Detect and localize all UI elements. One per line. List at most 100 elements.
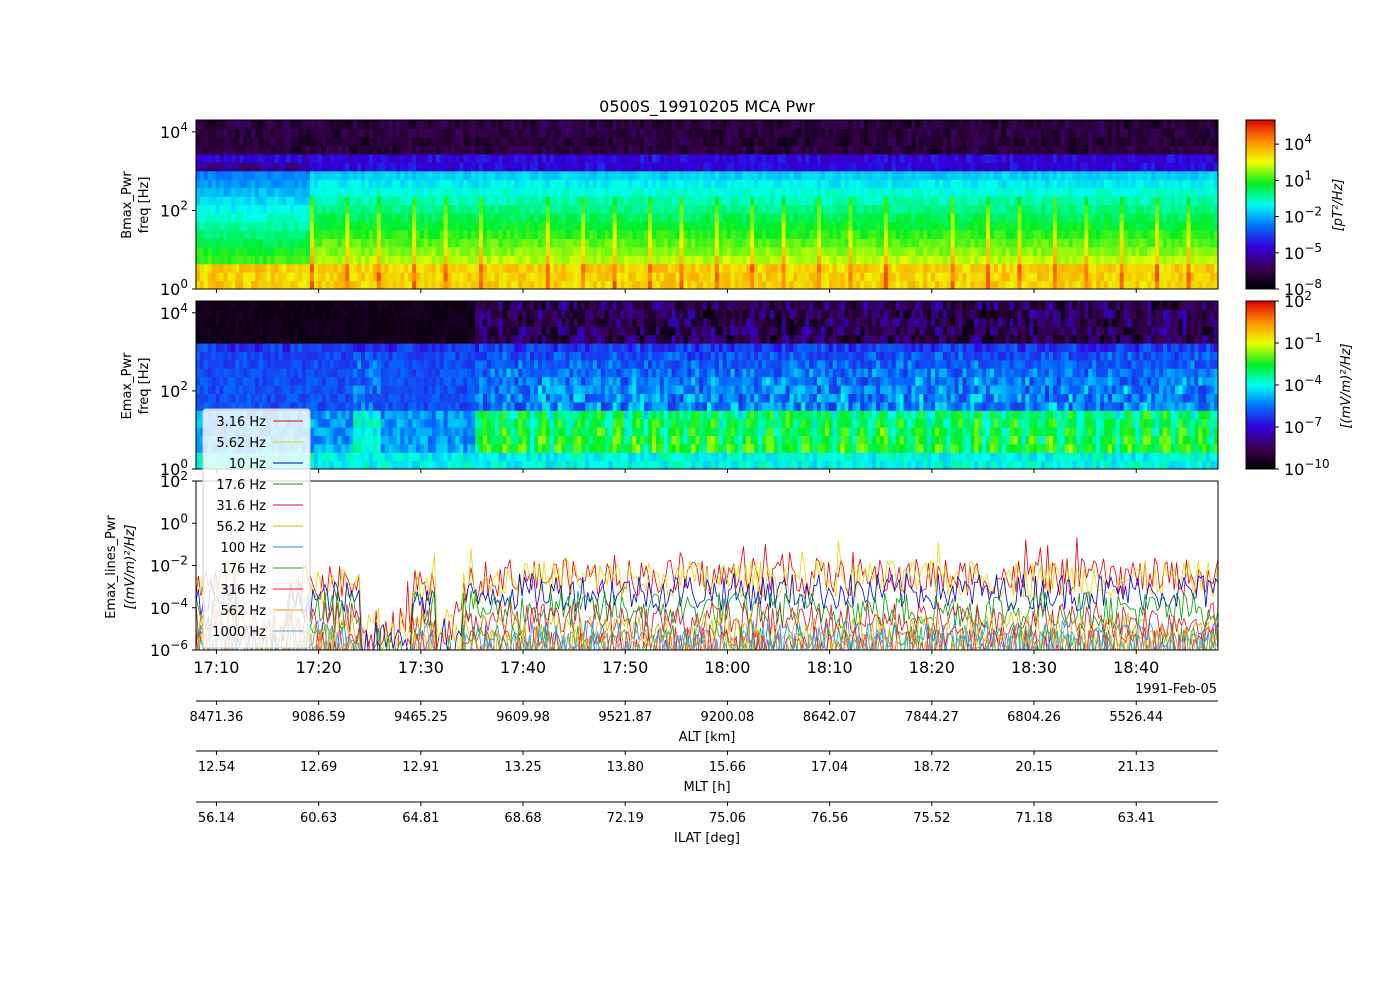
spectrogram-cell xyxy=(254,255,260,265)
spectrogram-cell xyxy=(514,179,519,189)
spectrogram-cell xyxy=(993,246,999,256)
spectrogram-cell xyxy=(443,196,449,206)
spectrogram-cell xyxy=(1060,187,1066,197)
spectrogram-cell xyxy=(978,128,983,138)
spectrogram-cell xyxy=(353,229,358,239)
spectrogram-cell xyxy=(722,179,728,189)
spectrogram-cell xyxy=(1068,221,1074,231)
spectrogram-cell xyxy=(1088,153,1093,163)
spectrogram-cell xyxy=(797,246,802,256)
spectrogram-cell xyxy=(872,153,877,163)
spectrogram-cell xyxy=(974,246,979,256)
spectrogram-cell xyxy=(982,229,987,239)
spectrogram-cell xyxy=(459,255,464,265)
spectrogram-cell xyxy=(852,128,857,138)
spectrogram-cell xyxy=(298,196,303,206)
spectrogram-cell xyxy=(699,238,704,248)
spectrogram-cell xyxy=(683,280,688,289)
spectrogram-cell xyxy=(762,196,767,206)
spectrogram-cell xyxy=(620,272,626,282)
spectrogram-cell xyxy=(934,179,940,189)
spectrogram-cell xyxy=(707,179,712,189)
spectrogram-cell xyxy=(754,204,759,214)
spectrogram-cell xyxy=(993,153,999,163)
spectrogram-cell xyxy=(750,263,755,273)
spectrogram-cell xyxy=(235,238,240,248)
spectrogram-cell xyxy=(1104,120,1109,130)
spectrogram-cell xyxy=(404,221,409,231)
spectrogram-cell xyxy=(475,238,480,248)
spectrogram-cell xyxy=(777,204,783,214)
spectrogram-cell xyxy=(506,255,512,265)
spectrogram-cell xyxy=(459,229,464,239)
spectrogram-cell xyxy=(1080,246,1085,256)
spectrogram-cell xyxy=(620,179,626,189)
spectrogram-cell xyxy=(655,229,661,239)
spectrogram-cell xyxy=(742,153,747,163)
spectrogram-cell xyxy=(942,263,948,273)
spectrogram-cell xyxy=(549,204,555,214)
spectrogram-cell xyxy=(577,263,582,273)
spectrogram-cell xyxy=(679,255,685,265)
spectrogram-cell xyxy=(1064,196,1070,206)
spectrogram-cell xyxy=(1021,136,1026,146)
spectrogram-cell xyxy=(703,246,708,256)
spectrogram-cell xyxy=(309,170,315,180)
spectrogram-cell xyxy=(868,153,873,163)
spectrogram-cell xyxy=(577,162,582,172)
spectrogram-cell xyxy=(927,238,932,248)
spectrogram-cell xyxy=(557,246,563,256)
spectrogram-cell xyxy=(471,212,476,222)
spectrogram-cell xyxy=(557,162,563,172)
spectrogram-cell xyxy=(876,136,881,146)
spectrogram-cell xyxy=(860,170,865,180)
spectrogram-cell xyxy=(313,229,319,239)
spectrogram-cell xyxy=(357,221,362,231)
spectrogram-cell xyxy=(530,229,535,239)
spectrogram-cell xyxy=(848,196,854,206)
spectrogram-cell xyxy=(1166,187,1172,197)
spectrogram-cell xyxy=(455,238,460,248)
spectrogram-cell xyxy=(911,221,916,231)
spectrogram-cell xyxy=(506,263,512,273)
spectrogram-cell xyxy=(1088,255,1093,265)
spectrogram-cell xyxy=(938,128,944,138)
spectrogram-cell xyxy=(274,280,280,289)
spectrogram-cell xyxy=(707,187,712,197)
spectrogram-cell xyxy=(266,136,272,146)
spectrogram-cell xyxy=(345,204,350,214)
spectrogram-cell xyxy=(365,204,370,214)
spectrogram-cell xyxy=(408,272,413,282)
spectrogram-cell xyxy=(223,272,229,282)
spectrogram-cell xyxy=(655,162,661,172)
spectrogram-cell xyxy=(1088,280,1093,289)
spectrogram-cell xyxy=(612,272,618,282)
spectrogram-cell xyxy=(864,272,869,282)
spectrogram-cell xyxy=(1100,263,1105,273)
spectrogram-cell xyxy=(1151,170,1156,180)
spectrogram-cell xyxy=(864,280,869,289)
spectrogram-cell xyxy=(927,204,932,214)
spectrogram-cell xyxy=(223,229,229,239)
spectrogram-cell xyxy=(396,246,401,256)
spectrogram-cell xyxy=(286,187,291,197)
spectrogram-cell xyxy=(876,145,881,155)
spectrogram-cell xyxy=(349,153,354,163)
spectrogram-cell xyxy=(282,153,288,163)
spectrogram-cell xyxy=(557,196,563,206)
spectrogram-cell xyxy=(734,179,740,189)
spectrogram-cell xyxy=(746,212,751,222)
spectrogram-cell xyxy=(746,246,751,256)
spectrogram-cell xyxy=(231,179,236,189)
spectrogram-cell xyxy=(876,246,881,256)
spectrogram-cell xyxy=(997,229,1003,239)
spectrogram-cell xyxy=(235,179,240,189)
spectrogram-cell xyxy=(534,263,539,273)
spectrogram-cell xyxy=(734,170,740,180)
spectrogram-cell xyxy=(868,212,873,222)
spectrogram-cell xyxy=(557,221,563,231)
spectrogram-cell xyxy=(530,170,535,180)
spectrogram-cell xyxy=(604,170,610,180)
spectrogram-cell xyxy=(1115,263,1121,273)
spectrogram-cell xyxy=(384,136,390,146)
